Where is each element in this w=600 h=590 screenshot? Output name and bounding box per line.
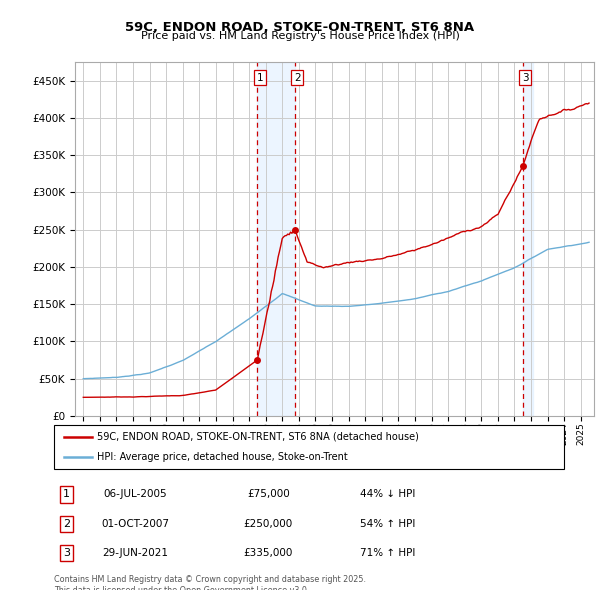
Text: 01-OCT-2007: 01-OCT-2007 [101, 519, 170, 529]
Text: 1: 1 [257, 73, 263, 83]
Text: £75,000: £75,000 [247, 490, 290, 499]
FancyBboxPatch shape [54, 425, 564, 469]
Text: Price paid vs. HM Land Registry's House Price Index (HPI): Price paid vs. HM Land Registry's House … [140, 31, 460, 41]
Text: £250,000: £250,000 [244, 519, 293, 529]
Text: 59C, ENDON ROAD, STOKE-ON-TRENT, ST6 8NA: 59C, ENDON ROAD, STOKE-ON-TRENT, ST6 8NA [125, 21, 475, 34]
Text: 54% ↑ HPI: 54% ↑ HPI [360, 519, 415, 529]
Text: 2: 2 [63, 519, 70, 529]
Bar [257, 62, 295, 416]
Text: 29-JUN-2021: 29-JUN-2021 [103, 548, 169, 558]
Text: £335,000: £335,000 [244, 548, 293, 558]
Text: 59C, ENDON ROAD, STOKE-ON-TRENT, ST6 8NA (detached house): 59C, ENDON ROAD, STOKE-ON-TRENT, ST6 8NA… [97, 432, 419, 442]
Text: 71% ↑ HPI: 71% ↑ HPI [360, 548, 415, 558]
Text: 3: 3 [522, 73, 529, 83]
Text: HPI: Average price, detached house, Stoke-on-Trent: HPI: Average price, detached house, Stok… [97, 452, 348, 462]
Text: Contains HM Land Registry data © Crown copyright and database right 2025.
This d: Contains HM Land Registry data © Crown c… [54, 575, 366, 590]
Text: 2: 2 [294, 73, 301, 83]
Text: 44% ↓ HPI: 44% ↓ HPI [360, 490, 415, 499]
Text: 06-JUL-2005: 06-JUL-2005 [104, 490, 167, 499]
Text: 1: 1 [63, 490, 70, 499]
Bar [523, 62, 533, 416]
Text: 3: 3 [63, 548, 70, 558]
